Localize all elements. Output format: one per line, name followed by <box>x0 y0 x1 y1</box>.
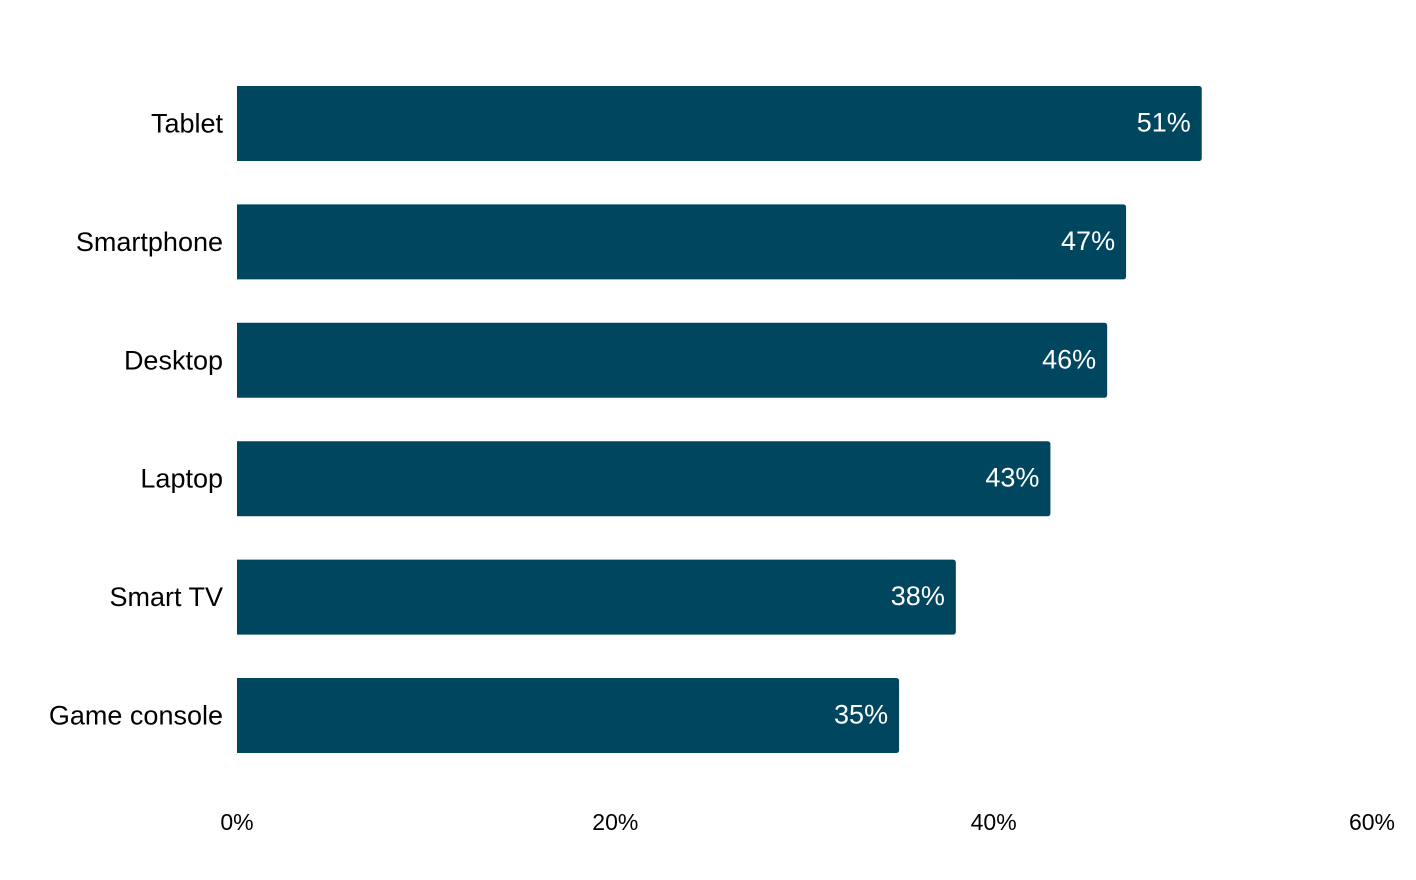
category-label-smartphone: Smartphone <box>76 227 223 257</box>
bar-game-console <box>237 678 900 753</box>
value-label-tablet: 51% <box>1137 108 1191 138</box>
x-axis-tick-labels: 0% 20% 40% 60% <box>220 809 1395 835</box>
bar-desktop <box>237 322 1108 398</box>
value-label-smart-tv: 38% <box>891 581 945 611</box>
category-label-smart-tv: Smart TV <box>109 582 223 612</box>
value-label-game-console: 35% <box>834 700 888 730</box>
x-tick-label: 40% <box>971 809 1017 835</box>
category-labels: Tablet Smartphone Desktop Laptop Smart TV Gam… <box>49 109 224 731</box>
category-label-game-console: Game console <box>49 701 223 731</box>
category-label-laptop: Laptop <box>140 464 223 494</box>
value-labels: 51% 47% 46% 43% 38% 35% <box>834 108 1191 730</box>
bar-smart-tv <box>237 559 956 635</box>
x-tick-label: 20% <box>592 809 638 835</box>
value-label-desktop: 46% <box>1042 344 1096 374</box>
x-tick-label: 60% <box>1349 809 1395 835</box>
bar-smartphone <box>237 204 1127 280</box>
bar-tablet <box>237 86 1202 161</box>
bars-layer <box>237 86 1202 753</box>
x-tick-label: 0% <box>220 809 253 835</box>
value-label-laptop: 43% <box>985 463 1039 493</box>
value-label-smartphone: 47% <box>1061 226 1115 256</box>
category-label-desktop: Desktop <box>124 345 223 375</box>
category-label-tablet: Tablet <box>151 109 224 139</box>
bar-laptop <box>237 441 1051 517</box>
